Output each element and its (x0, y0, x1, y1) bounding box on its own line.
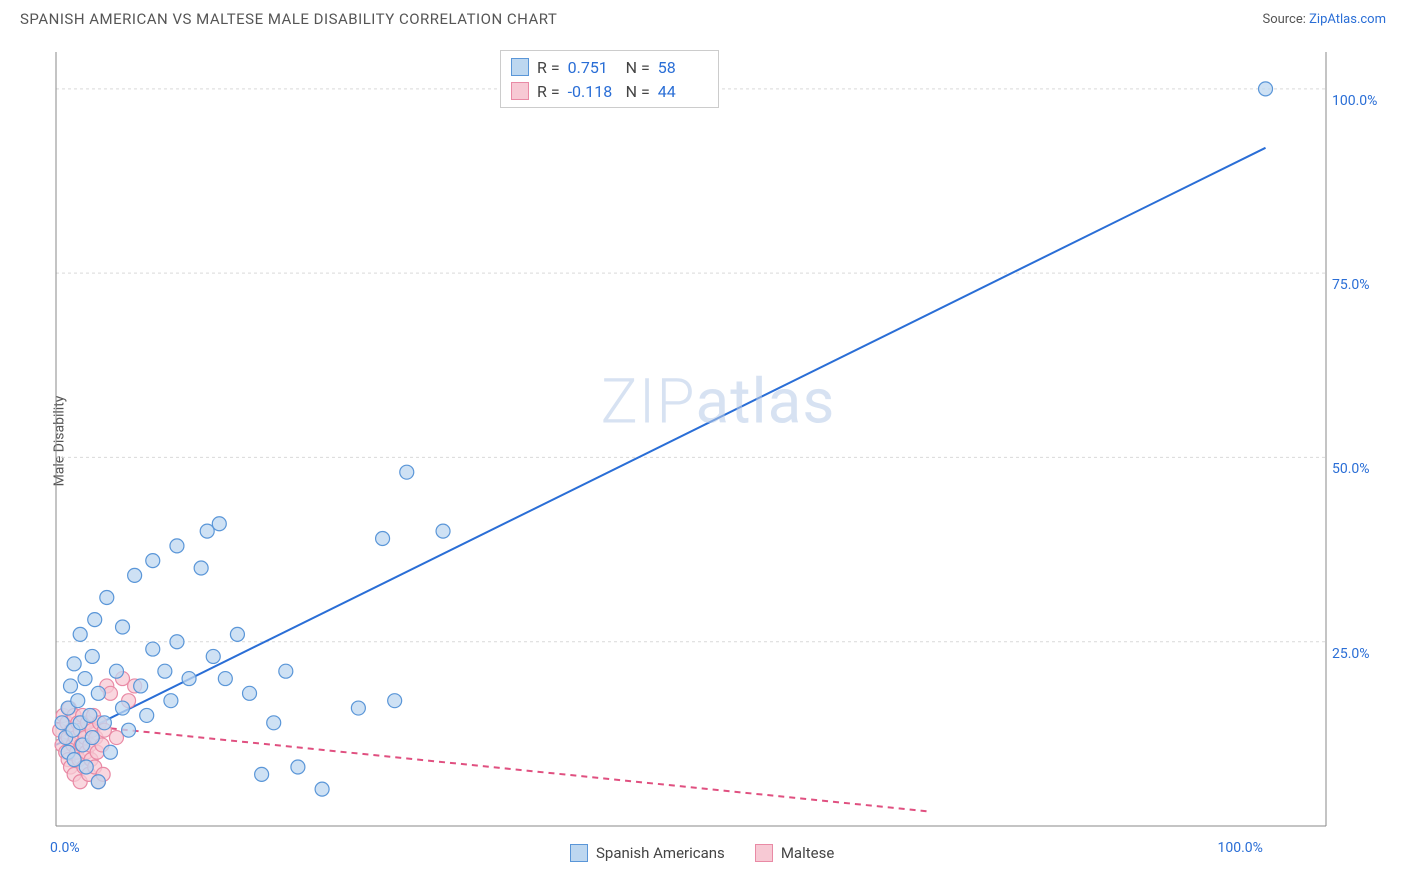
legend-r-value-maltese: -0.118 (568, 82, 618, 101)
legend-swatch-maltese (511, 82, 529, 100)
x-tick-label: 0.0% (50, 840, 80, 856)
chart-area: Male Disability ZIPatlas R = 0.751 N = 5… (50, 46, 1386, 836)
source-attribution: Source: ZipAtlas.com (1262, 12, 1386, 27)
legend-label-maltese: Maltese (781, 844, 834, 862)
legend-n-label: N = (626, 82, 650, 101)
source-link[interactable]: ZipAtlas.com (1309, 12, 1386, 27)
legend-swatch-maltese (755, 844, 773, 862)
correlation-legend: R = 0.751 N = 58 R = -0.118 N = 44 (500, 50, 719, 108)
y-tick-label: 100.0% (1332, 93, 1377, 109)
series-legend: Spanish Americans Maltese (570, 844, 834, 862)
legend-n-label: N = (626, 58, 650, 77)
y-tick-label: 75.0% (1332, 277, 1370, 293)
legend-r-label: R = (537, 82, 560, 101)
chart-title: SPANISH AMERICAN VS MALTESE MALE DISABIL… (20, 10, 557, 28)
legend-n-value-maltese: 44 (658, 82, 708, 101)
legend-label-spanish: Spanish Americans (596, 844, 725, 862)
scatter-plot (50, 46, 1386, 836)
legend-swatch-spanish (570, 844, 588, 862)
legend-item-spanish: Spanish Americans (570, 844, 725, 862)
legend-swatch-spanish (511, 58, 529, 76)
legend-item-maltese: Maltese (755, 844, 834, 862)
legend-row-maltese: R = -0.118 N = 44 (511, 79, 708, 103)
y-tick-label: 25.0% (1332, 646, 1370, 662)
legend-row-spanish: R = 0.751 N = 58 (511, 55, 708, 79)
legend-r-value-spanish: 0.751 (568, 58, 618, 77)
x-tick-label: 100.0% (1218, 840, 1263, 856)
legend-r-label: R = (537, 58, 560, 77)
legend-n-value-spanish: 58 (658, 58, 708, 77)
y-tick-label: 50.0% (1332, 461, 1370, 477)
